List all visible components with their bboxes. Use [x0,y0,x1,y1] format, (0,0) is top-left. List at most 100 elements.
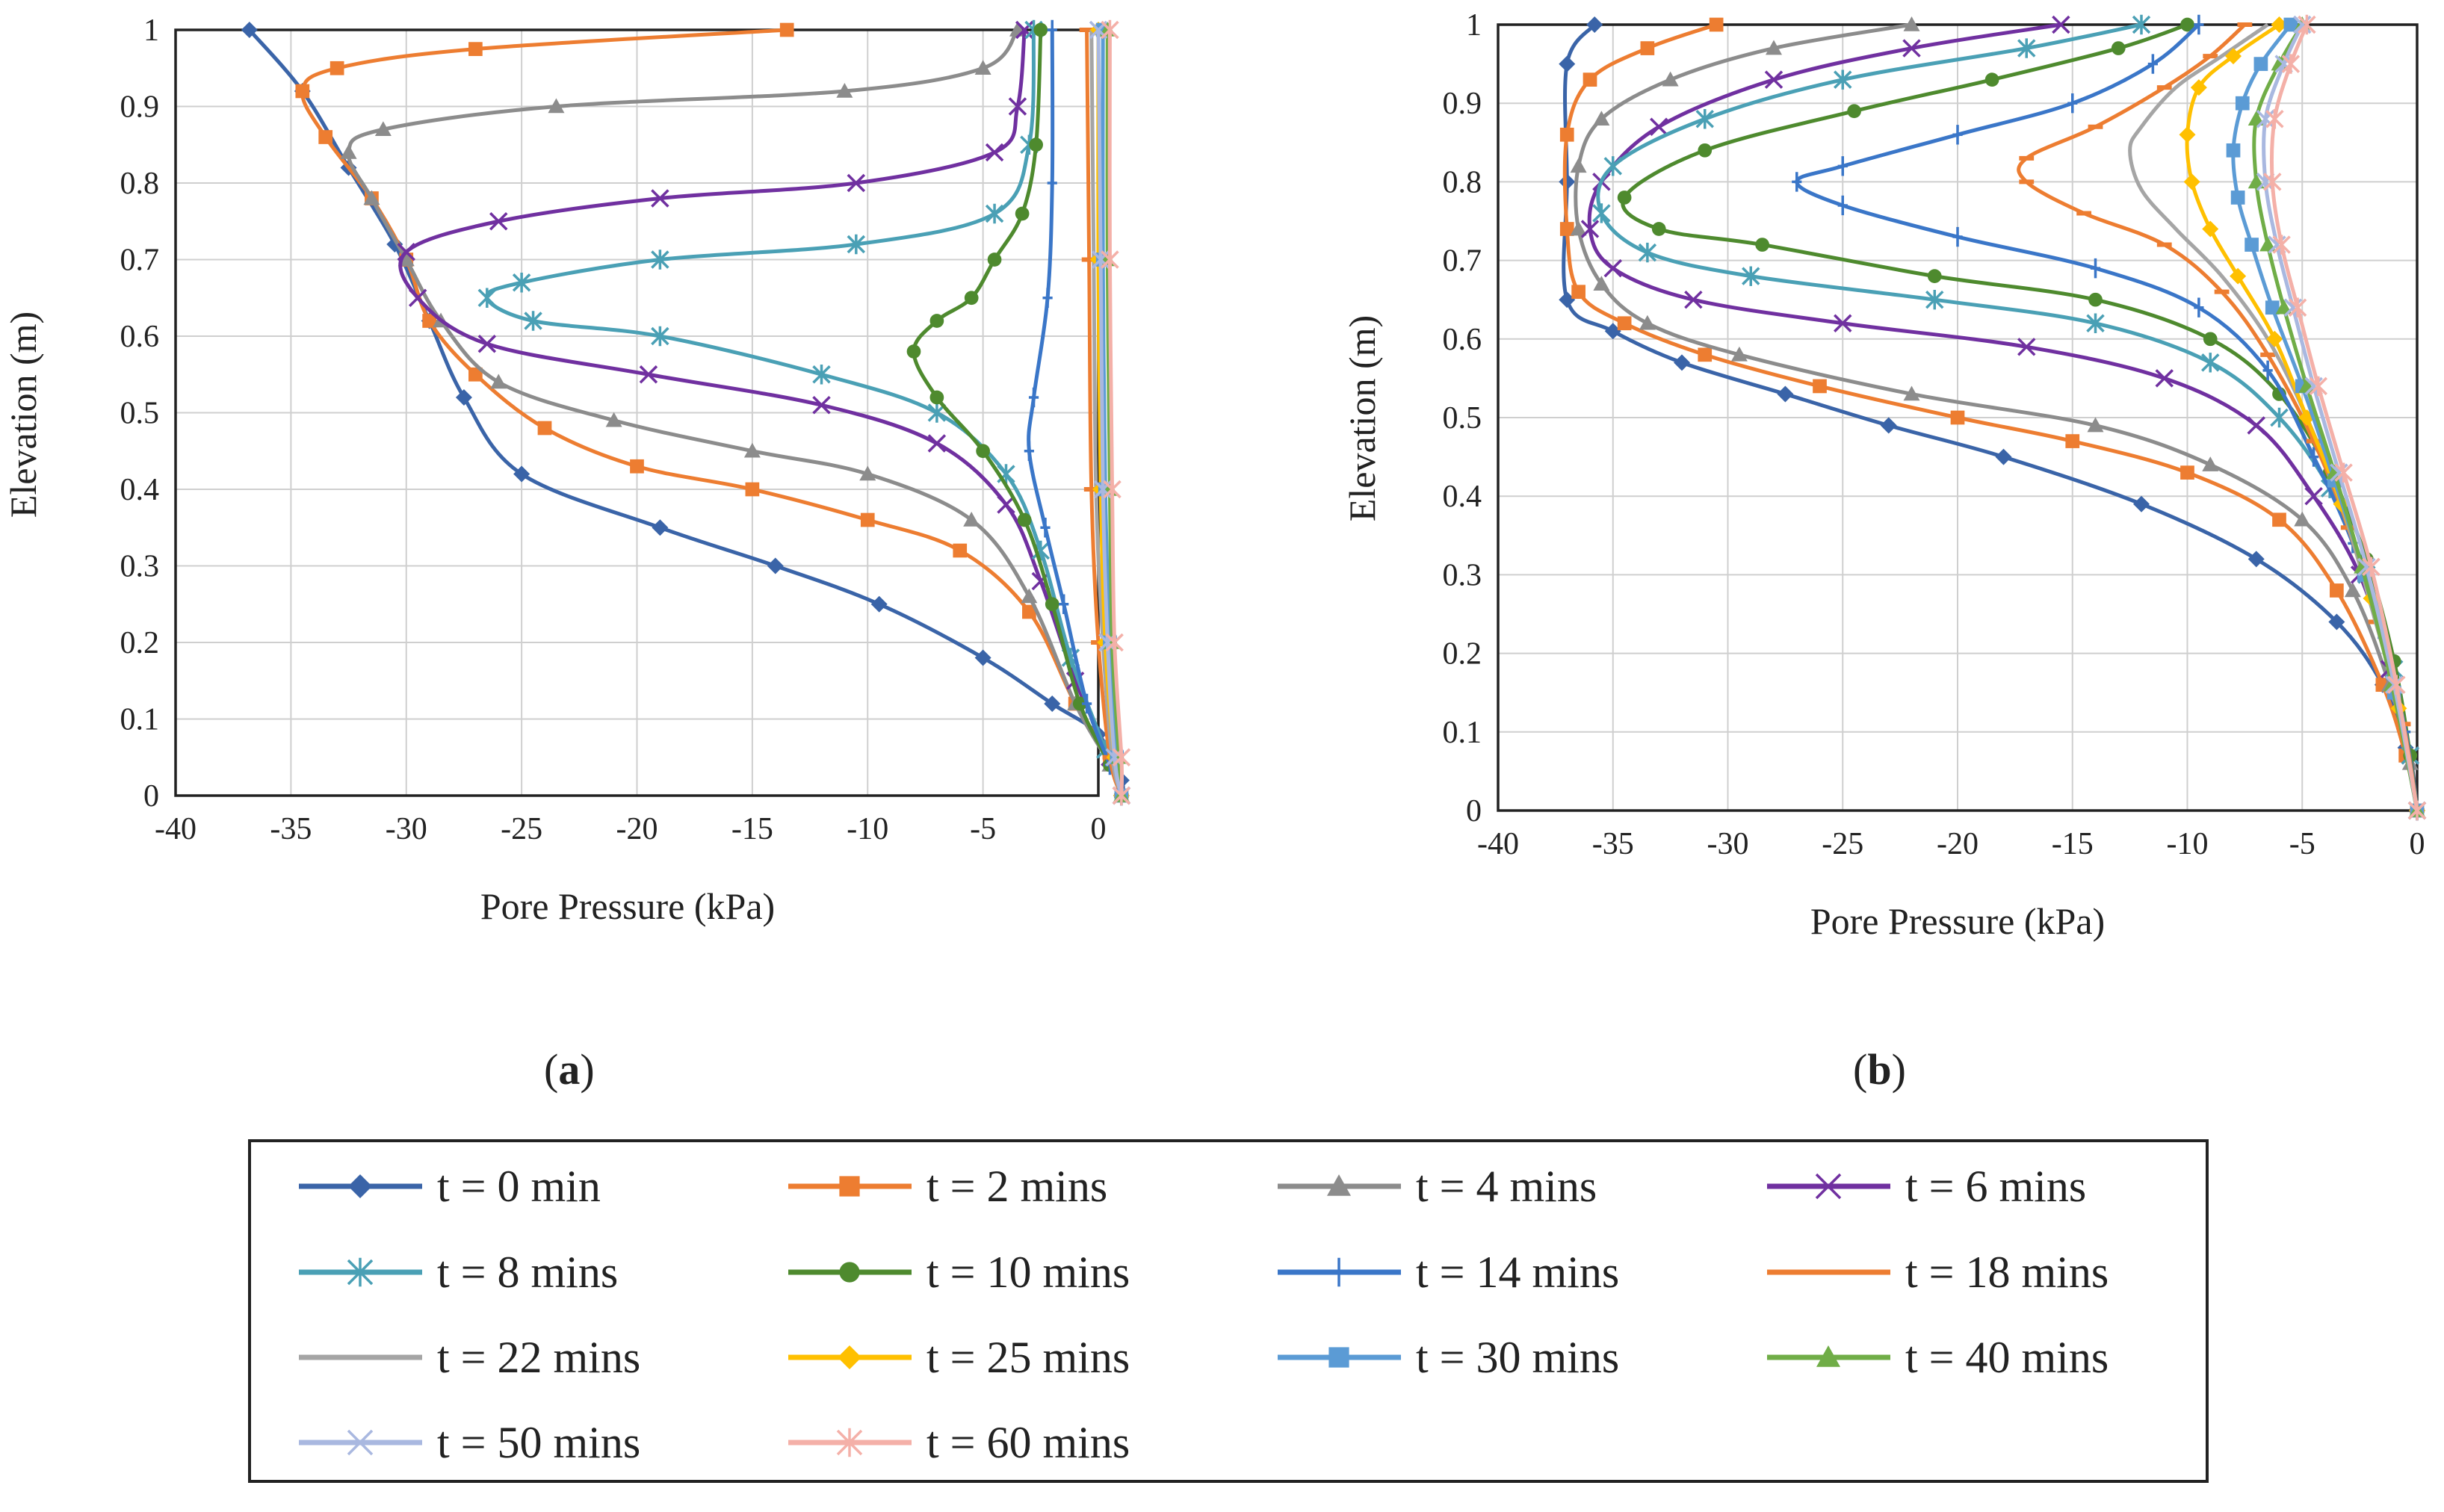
data-point [1698,347,1713,362]
data-point [2328,613,2345,630]
data-point [651,189,669,208]
legend-label: t = 14 mins [1416,1248,1619,1297]
legend-label: t = 25 mins [926,1333,1130,1382]
data-point [2247,416,2265,435]
data-point [1984,72,1999,87]
y-tick-label: 0.5 [120,397,160,431]
y-tick-label: 0.3 [120,550,160,584]
y-axis-label: Elevation (m) [2,312,44,518]
legend [248,1139,2209,1483]
data-point [2271,16,2288,33]
data-point [870,595,888,613]
data-point [2202,220,2219,238]
data-point [2275,299,2292,315]
data-point [1021,588,1038,604]
data-point [295,84,310,99]
data-point [2247,111,2265,126]
y-tick-label: 0.8 [1443,165,1482,199]
y-tick-label: 0.6 [1443,323,1482,357]
data-point [2407,800,2427,821]
data-point [397,243,415,261]
legend-label: t = 6 mins [1905,1162,2086,1211]
data-point [847,234,866,255]
data-point [2017,338,2036,356]
data-point [422,314,436,328]
legend-entry: t = 8 mins [299,1248,618,1297]
data-point [651,250,669,270]
y-tick-label: 0 [143,779,159,814]
legend-entries: t = 0 min t = 2 mins t = 4 mins t = 6 mins t… [299,1162,2109,1467]
data-point [1042,288,1053,308]
data-point [1570,158,1587,173]
data-point [1927,269,1942,283]
chart-panel-b: -40 -35 -30 -25 -20 -15 -10 -5 0 0 0.1 0.2 0.3 0.4 0.5… [1341,8,2427,942]
x-tick-label: -20 [1937,827,1979,861]
legend-label: t = 8 mins [437,1248,618,1297]
legend-marker [1328,1347,1349,1368]
data-point [1040,518,1051,538]
data-point [1903,16,1920,31]
data-point [1834,69,1852,90]
legend-marker [1331,1257,1346,1287]
data-point [1559,173,1576,190]
data-point [1730,346,1748,362]
data-point [1559,127,1574,142]
data-point [1755,238,1769,252]
data-point [1651,222,1666,236]
data-point [1081,693,1092,714]
data-point [2180,17,2194,32]
y-tick-label: 0.5 [1443,401,1482,436]
data-point [652,519,669,536]
legend-label: t = 22 mins [437,1333,640,1382]
data-point [860,512,875,527]
data-point [2309,447,2319,467]
data-point [1017,512,1032,527]
data-point [1593,276,1610,291]
data-point [1617,190,1632,205]
data-point [651,326,669,347]
data-point [836,83,853,98]
data-point [340,144,357,159]
data-point [1072,696,1087,711]
data-point [2194,297,2204,317]
data-point [1559,291,1576,309]
data-point [743,442,761,458]
series-path [347,28,1124,796]
data-point [1559,222,1574,236]
y-tick-label: 0.8 [120,167,160,201]
legend-entry: t = 14 mins [1278,1248,1619,1297]
data-point [2180,465,2194,480]
data-point [2298,14,2316,35]
data-point [1047,19,1057,40]
data-point [976,444,990,459]
series-line [1617,17,2425,818]
data-point [630,459,644,474]
data-point [985,203,1004,224]
y-tick-label: 0 [1466,794,1482,828]
x-axis-label: Pore Pressure (kPa) [480,885,775,927]
x-tick-label: -20 [616,812,658,846]
data-point [2362,557,2380,577]
data-point [2309,376,2328,397]
y-tick-label: 0.7 [120,244,160,278]
data-point [1880,417,1897,434]
data-point [1950,410,1965,425]
data-point [455,389,472,406]
data-point [2230,267,2247,285]
series-path [484,29,1124,796]
x-tick-label: -15 [2052,827,2094,861]
data-point [2344,582,2361,598]
data-point [639,365,658,384]
data-point [1638,242,1657,263]
legend-entry: t = 30 mins [1278,1333,1619,1382]
x-axis-label: Pore Pressure (kPa) [1810,900,2105,942]
data-point [374,121,392,137]
plot-area [1497,23,2419,812]
data-point [767,557,784,574]
data-point [2265,300,2280,315]
data-point [1603,258,1622,278]
data-point [2265,109,2284,129]
data-point [2230,190,2245,205]
data-point [2294,511,2311,527]
